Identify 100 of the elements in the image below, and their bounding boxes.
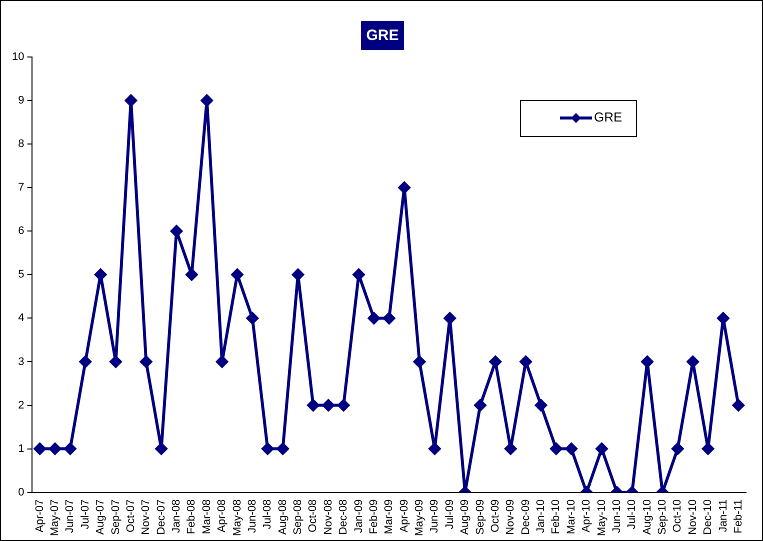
point [641,356,654,368]
x-tick-label: Jul-07 [79,499,92,530]
point [200,94,213,107]
x-tick-label: Sep-10 [656,499,669,535]
x-tick-label: Aug-09 [459,499,472,535]
point [64,442,76,455]
x-tick-label: May-09 [414,499,426,536]
point [338,399,350,412]
x-tick-label: Jun-07 [64,499,76,533]
point [520,356,532,368]
x-tick-label: May-08 [231,499,244,536]
x-tick-label: Sep-07 [110,499,122,535]
x-tick-label: May-10 [596,499,608,536]
point [474,399,486,412]
x-tick-label: Feb-11 [732,499,744,534]
x-tick-label: Jan-11 [717,499,730,532]
y-tick-label: 4 [18,312,24,324]
x-tick-label: Aug-07 [94,499,107,535]
x-tick-label: Apr-09 [398,499,410,532]
x-tick-label: Apr-08 [216,499,228,532]
point [186,268,198,281]
x-tick-label: Jul-08 [262,499,274,530]
point [246,312,258,324]
x-tick-label: Sep-08 [292,499,304,535]
point [565,442,578,455]
x-tick-label: Jul-09 [444,499,456,530]
point [322,399,334,412]
point [124,94,137,107]
y-tick-label: 8 [18,138,24,150]
x-tick-label: Mar-10 [565,499,578,534]
x-tick-label: Nov-07 [140,499,152,535]
x-tick-label: Aug-10 [641,499,654,535]
y-tick-label: 10 [12,51,24,64]
x-tick-label: Jul-10 [626,499,638,530]
x-tick-label: May-07 [49,499,62,536]
x-tick-label: Apr-07 [34,499,46,532]
point [383,312,396,324]
point [352,268,365,281]
x-tick-label: Oct-09 [489,499,502,532]
point [398,182,410,194]
point [550,442,562,455]
x-tick-label: Aug-08 [276,499,289,535]
x-tick-label: Feb-10 [550,499,562,534]
x-tick-label: Mar-08 [200,499,213,534]
point [444,312,456,324]
x-tick-label: Dec-10 [702,499,714,535]
x-tick-label: Jan-08 [170,499,183,533]
y-tick-label: 9 [18,94,24,107]
point [262,442,274,455]
point [686,356,699,368]
point [140,356,152,368]
point [155,442,168,455]
x-tick-label: Jan-09 [352,499,365,533]
point [672,442,684,455]
point [94,268,107,281]
x-tick-label: Nov-08 [322,499,334,535]
y-tick-label: 7 [18,182,24,194]
x-tick-label: Sep-09 [474,499,486,535]
y-tick-label: 0 [18,486,24,498]
x-tick-label: Nov-09 [504,499,517,535]
x-tick-label: Mar-09 [383,499,396,534]
x-tick-label: Dec-08 [338,499,350,535]
x-tick-label: Jun-10 [610,499,623,533]
point [504,442,517,455]
legend-label: GRE [594,110,622,125]
point [534,399,547,412]
point [231,268,244,281]
x-tick-label: Dec-07 [155,499,168,535]
point [292,268,304,281]
point [489,356,502,368]
y-tick-label: 1 [18,442,24,455]
x-tick-label: Jan-10 [535,499,548,533]
x-tick-label: Jun-08 [246,499,258,533]
point [702,442,714,455]
point [732,399,744,412]
point [428,442,441,455]
point [110,356,122,368]
y-tick-label: 5 [18,268,24,281]
x-tick-label: Oct-07 [124,499,137,532]
point [79,356,92,368]
x-tick-label: Nov-10 [686,499,699,535]
x-tick-label: Dec-09 [520,499,532,535]
point [596,442,608,455]
x-tick-label: Oct-10 [672,499,684,532]
point [216,356,228,368]
y-tick-label: 6 [18,225,24,238]
point [276,442,289,455]
y-tick-label: 3 [18,356,24,368]
point [717,312,730,324]
x-tick-label: Jun-09 [428,499,441,533]
point [368,312,380,324]
point [307,399,320,412]
x-tick-label: Apr-10 [580,499,593,532]
x-tick-label: Oct-08 [307,499,320,532]
point [34,442,46,455]
point [413,356,426,368]
x-tick-label: Feb-08 [186,499,198,534]
y-tick-label: 2 [18,399,24,412]
point [49,442,62,455]
x-tick-label: Feb-09 [368,499,380,534]
